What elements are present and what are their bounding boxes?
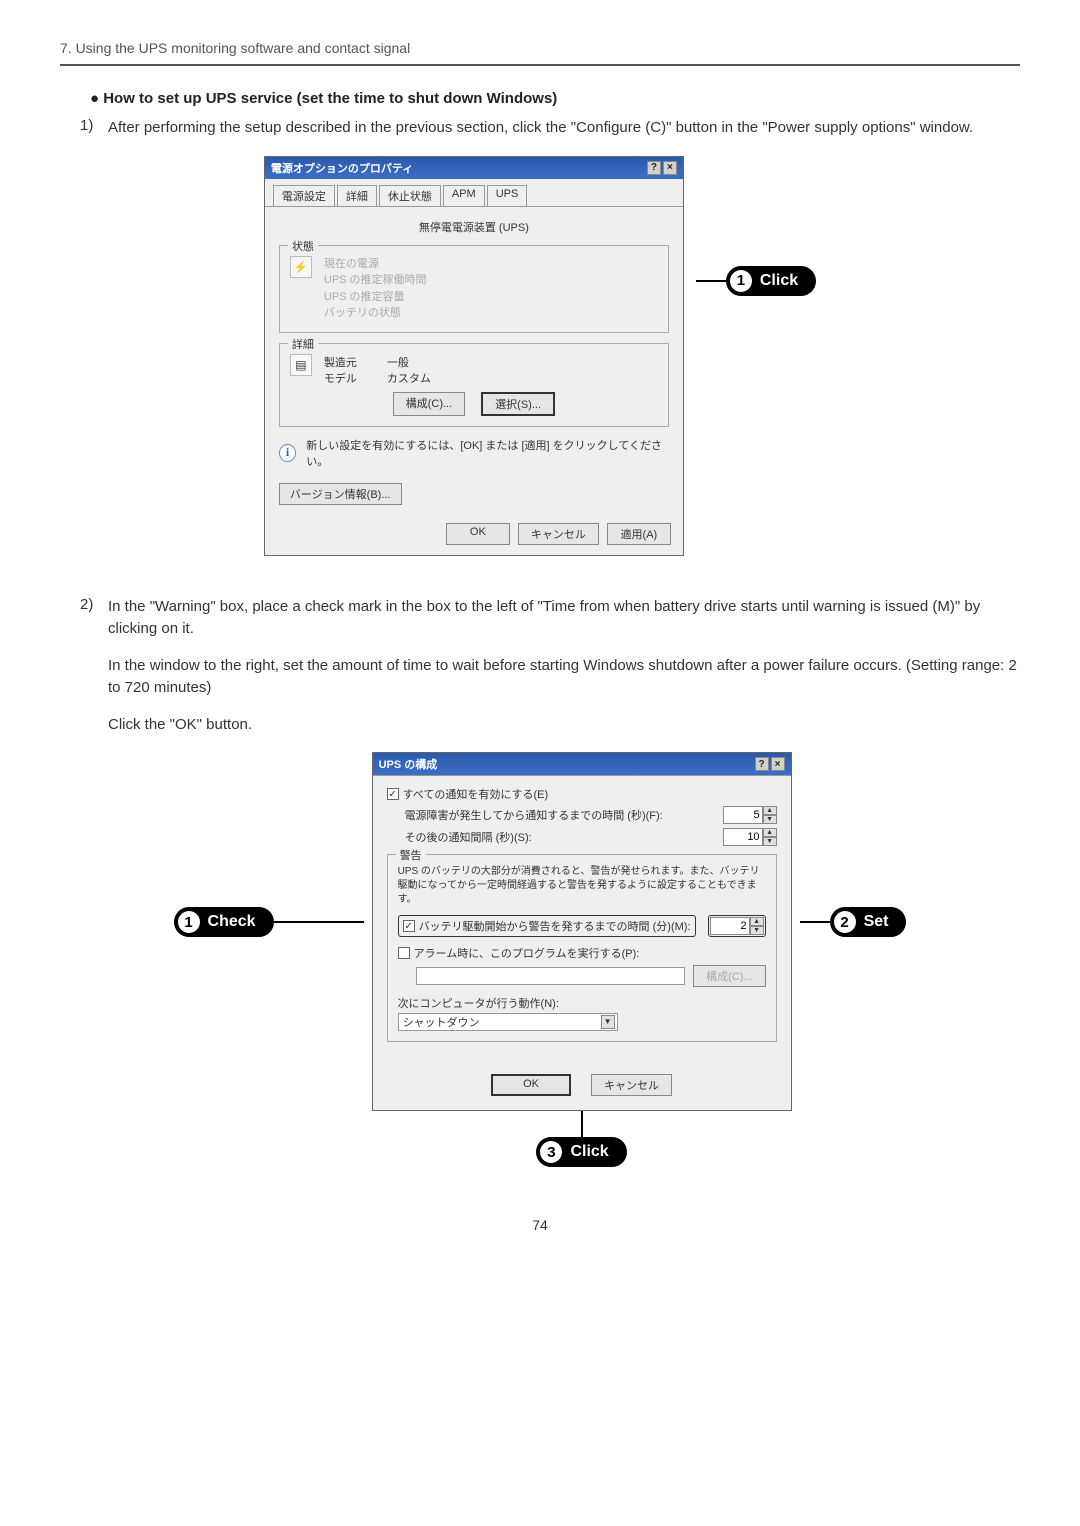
step-1: 1) After performing the setup described … [80,117,1020,140]
warning-legend: 警告 [396,847,426,863]
divider [60,64,1020,66]
alarm-program-input[interactable] [416,967,686,985]
info-icon: i [279,444,296,462]
section-header: 7. Using the UPS monitoring software and… [60,40,1020,56]
subheading: ● How to set up UPS service (set the tim… [90,90,1020,107]
warn-time-input[interactable] [710,917,750,935]
enable-all-row: ✓ すべての通知を有効にする(E) [387,784,777,804]
plug-icon: ⚡ [290,256,312,278]
next-action-select[interactable]: シャットダウン ▼ [398,1013,618,1031]
ups-icon: ▤ [290,354,312,376]
detail-buttons: 構成(C)... 選択(S)... [290,392,658,416]
notify-interval-spinner[interactable]: ▲▼ [723,828,777,846]
titlebar-buttons: ? × [755,757,785,771]
warn-time-spinner[interactable]: ▲▼ [710,917,764,935]
enable-all-label: すべての通知を有効にする(E) [403,786,549,802]
detail-legend: 詳細 [288,336,318,352]
info-row: i 新しい設定を有効にするには、[OK] または [適用] をクリックしてくださ… [279,437,669,469]
callout-num-1: 1 [730,270,752,292]
help-icon[interactable]: ? [755,757,769,771]
notify-delay-label: 電源障害が発生してから通知するまでの時間 (秒)(F): [405,807,663,823]
callout-set: 2 Set [800,907,907,937]
apply-button[interactable]: 適用(A) [607,523,671,545]
next-action-label: 次にコンピュータが行う動作(N): [398,995,766,1011]
callout-text-click: Click [570,1143,608,1161]
cancel-button[interactable]: キャンセル [518,523,599,545]
dialog-buttons: OK キャンセル 適用(A) [265,517,683,555]
callout-click-1: 1 Click [696,266,816,296]
figure-2: 1 Check UPS の構成 ? × ✓ すべての通知を有効にする(E) 電源… [60,752,1020,1167]
titlebar: 電源オプションのプロパティ ? × [265,157,683,179]
tabs: 電源設定 詳細 休止状態 APM UPS [265,179,683,206]
close-icon[interactable]: × [663,161,677,175]
maker-label: 製造元 [324,354,357,370]
dialog-title: 電源オプションのプロパティ [271,160,413,176]
step-2: 2) In the "Warning" box, place a check m… [80,596,1020,737]
notify-delay-input[interactable] [723,806,763,824]
maker-value: 一般 [387,354,431,370]
dialog2-buttons: OK キャンセル [373,1064,791,1110]
info-text: 新しい設定を有効にするには、[OK] または [適用] をクリックしてください。 [306,437,669,469]
alarm-label: アラーム時に、このプログラムを実行する(P): [414,945,640,961]
step-num: 1) [80,117,108,140]
figure-1: 電源オプションのプロパティ ? × 電源設定 詳細 休止状態 APM UPS 無… [60,156,1020,556]
callout-check: 1 Check [174,907,364,937]
alarm-configure-button[interactable]: 構成(C)... [693,965,765,987]
detail-group: 詳細 ▤ 製造元 モデル 一般 カスタム 構成 [279,343,669,427]
notify-interval-input[interactable] [723,828,763,846]
callout-text-click: Click [760,272,798,290]
status-lines: 現在の電源 UPS の推定稼働時間 UPS の推定容量 バッテリの状態 [324,256,427,322]
step-num: 2) [80,596,108,737]
step-text: In the "Warning" box, place a check mark… [108,596,1020,737]
titlebar: UPS の構成 ? × [373,753,791,775]
callout-num-2: 2 [834,911,856,933]
select-button[interactable]: 選択(S)... [481,392,555,416]
step-text: After performing the setup described in … [108,117,1020,140]
warn-time-label: バッテリ駆動開始から警告を発するまでの時間 (分)(M): [419,918,691,934]
close-icon[interactable]: × [771,757,785,771]
warn-time-row: ✓ バッテリ駆動開始から警告を発するまでの時間 (分)(M): [398,915,696,937]
ups-config-dialog: UPS の構成 ? × ✓ すべての通知を有効にする(E) 電源障害が発生してか… [372,752,792,1111]
help-icon[interactable]: ? [647,161,661,175]
callout-text-set: Set [864,913,889,931]
callout-num-1b: 1 [178,911,200,933]
warn-time-checkbox[interactable]: ✓ [403,920,415,932]
alarm-row: アラーム時に、このプログラムを実行する(P): [398,943,766,963]
enable-all-checkbox[interactable]: ✓ [387,788,399,800]
ups-heading: 無停電電源装置 (UPS) [279,215,669,239]
status-group: 状態 ⚡ 現在の電源 UPS の推定稼働時間 UPS の推定容量 バッテリの状態 [279,245,669,333]
notify-interval-label: その後の通知間隔 (秒)(S): [405,829,532,845]
tab-power[interactable]: 電源設定 [273,185,335,206]
ok-button[interactable]: OK [491,1074,571,1096]
tab-apm[interactable]: APM [443,185,485,206]
page-number: 74 [60,1217,1020,1233]
callout-text-check: Check [208,913,256,931]
status-legend: 状態 [288,238,318,254]
model-value: カスタム [387,370,431,386]
next-action-value: シャットダウン [403,1014,480,1030]
cancel-button[interactable]: キャンセル [591,1074,672,1096]
ok-button[interactable]: OK [446,523,510,545]
callout-num-3: 3 [540,1141,562,1163]
dialog-body: 無停電電源装置 (UPS) 状態 ⚡ 現在の電源 UPS の推定稼働時間 UPS… [265,206,683,517]
warning-desc: UPS のバッテリの大部分が消費されると、警告が発せられます。また、バッテリ駆動… [398,865,766,907]
dialog-title: UPS の構成 [379,756,438,772]
callout-click-3: 3 Click [536,1109,626,1167]
configure-button[interactable]: 構成(C)... [393,392,465,416]
tab-hibernate[interactable]: 休止状態 [379,185,441,206]
version-button[interactable]: バージョン情報(B)... [279,483,402,505]
tab-ups[interactable]: UPS [487,185,528,206]
chevron-down-icon: ▼ [601,1015,615,1029]
notify-delay-spinner[interactable]: ▲▼ [723,806,777,824]
alarm-checkbox[interactable] [398,947,410,959]
model-label: モデル [324,370,357,386]
warning-group: 警告 UPS のバッテリの大部分が消費されると、警告が発せられます。また、バッテ… [387,854,777,1042]
dialog-body: ✓ すべての通知を有効にする(E) 電源障害が発生してから通知するまでの時間 (… [373,775,791,1064]
tab-detail[interactable]: 詳細 [337,185,377,206]
titlebar-buttons: ? × [647,161,677,175]
power-options-dialog: 電源オプションのプロパティ ? × 電源設定 詳細 休止状態 APM UPS 無… [264,156,684,556]
